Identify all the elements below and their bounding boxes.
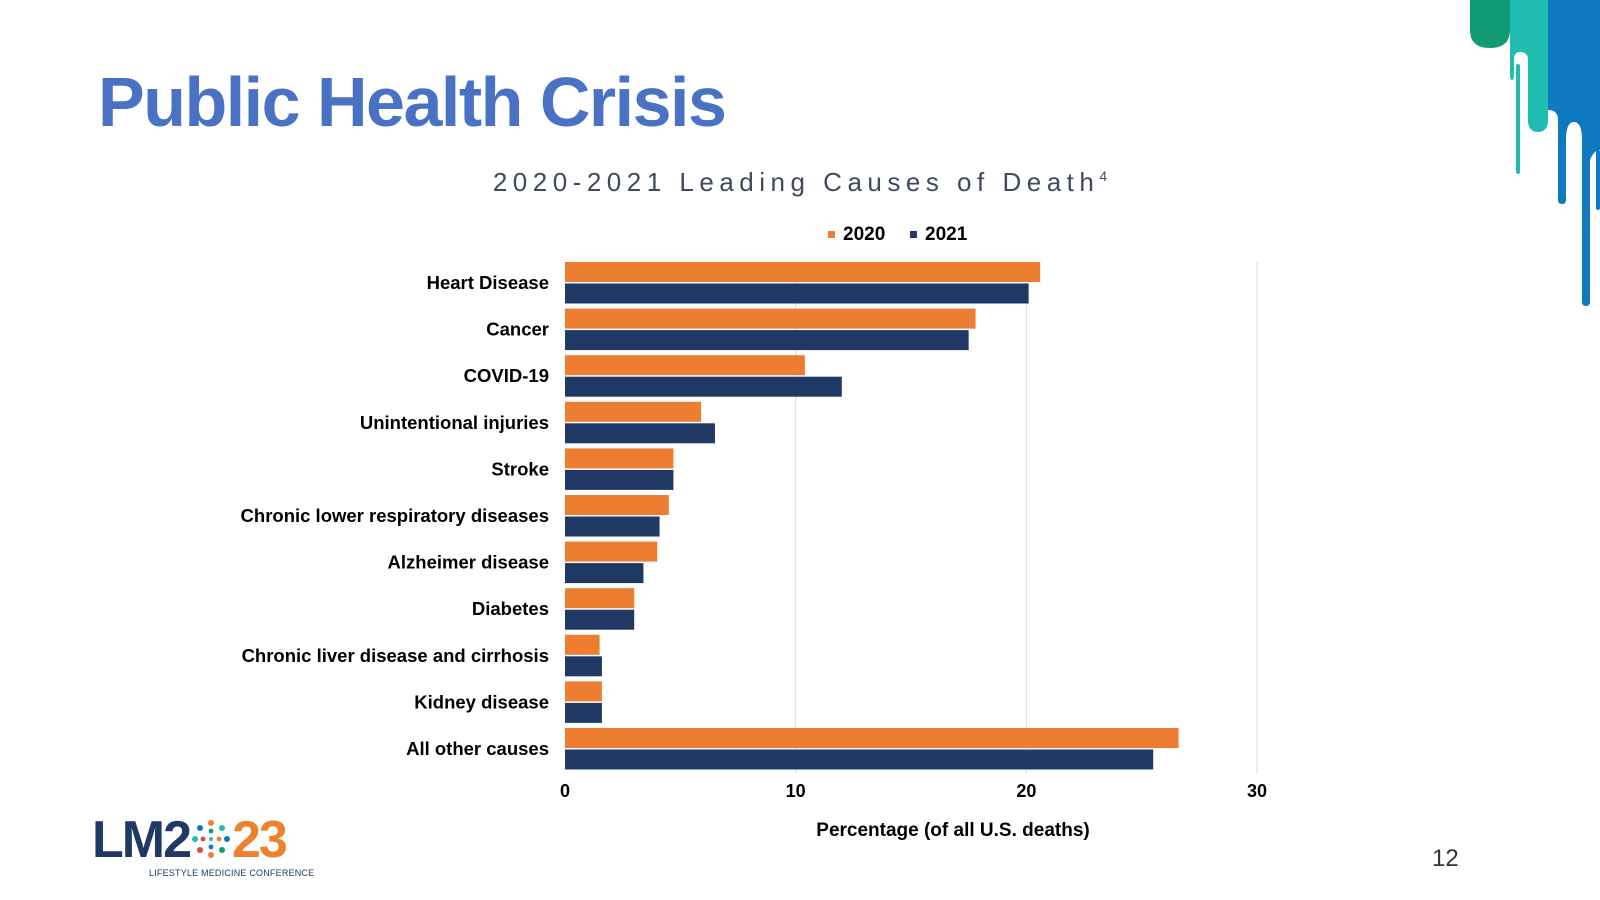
legend-swatch-2020 [828,231,835,238]
paint-drip-decoration [1470,0,1600,306]
category-label: All other causes [406,738,549,759]
legend-swatch-2021 [910,231,917,238]
x-tick-label: 20 [1016,781,1036,801]
x-tick-label: 0 [560,781,570,801]
teal-thin-drip-shape [1516,64,1520,174]
logo-text-left: LM2 [92,811,192,869]
chart-title-text: 2020-2021 Leading Causes of Death [492,167,1100,197]
category-label: Heart Disease [427,272,549,293]
chart-title: 2020-2021 Leading Causes of Death4 [0,167,1600,198]
legend-label-2020: 2020 [843,224,885,245]
slide-title: Public Health Crisis [98,63,727,141]
x-tick-label: 30 [1247,781,1267,801]
category-label: COVID-19 [464,365,549,386]
chart-bars [565,262,1179,770]
page-number: 12 [1432,845,1459,872]
blue-drip-shape [1548,0,1600,306]
bar-2020 [565,262,1041,282]
chart-legend: 2020 2021 [828,224,968,245]
bar-2021 [565,376,842,397]
bar-2021 [565,330,969,351]
bar-2021 [565,563,644,584]
logo-wordmark: LM2 23 [92,811,288,869]
conference-logo: LM2 23 LIFESTYLE MEDICINE CONFERENCE [92,814,315,878]
bar-2021 [565,283,1029,304]
bar-2021 [565,423,715,444]
teal-drip-shape [1510,0,1548,132]
bar-2020 [565,495,669,515]
bar-2020 [565,308,976,329]
logo-text-right: 23 [232,811,288,869]
category-label: Stroke [491,458,549,479]
bar-2020 [565,681,602,702]
green-drip-shape [1470,0,1510,48]
blue-thin-drip-shape [1596,150,1600,210]
chart-title-footnote: 4 [1099,168,1108,184]
bar-2021 [565,609,635,630]
category-label: Cancer [486,319,549,340]
bar-2021 [565,656,602,677]
chart-x-ticks: 0 10 20 30 [560,781,1267,801]
category-label: Chronic liver disease and cirrhosis [242,645,549,666]
bar-2021 [565,749,1154,770]
bar-2020 [565,728,1179,748]
category-label: Chronic lower respiratory diseases [241,505,549,526]
bar-2020 [565,634,600,655]
logo-dots-icon [192,820,230,858]
legend-label-2021: 2021 [925,224,968,245]
category-label: Kidney disease [414,691,549,712]
bar-2020 [565,448,674,469]
chart-category-labels: Heart Disease Cancer COVID-19 Unintentional… [241,272,549,759]
bar-2020 [565,355,805,376]
bar-2020 [565,541,658,562]
bar-2021 [565,702,602,723]
bar-2020 [565,588,635,609]
x-tick-label: 10 [786,781,806,801]
bar-2021 [565,516,660,537]
category-label: Alzheimer disease [388,552,549,573]
category-label: Diabetes [472,598,549,619]
logo-subtitle: LIFESTYLE MEDICINE CONFERENCE [149,868,315,878]
bar-2020 [565,401,702,422]
bar-2021 [565,469,674,490]
category-label: Unintentional injuries [360,412,549,433]
x-axis-title: Percentage (of all U.S. deaths) [816,820,1089,841]
